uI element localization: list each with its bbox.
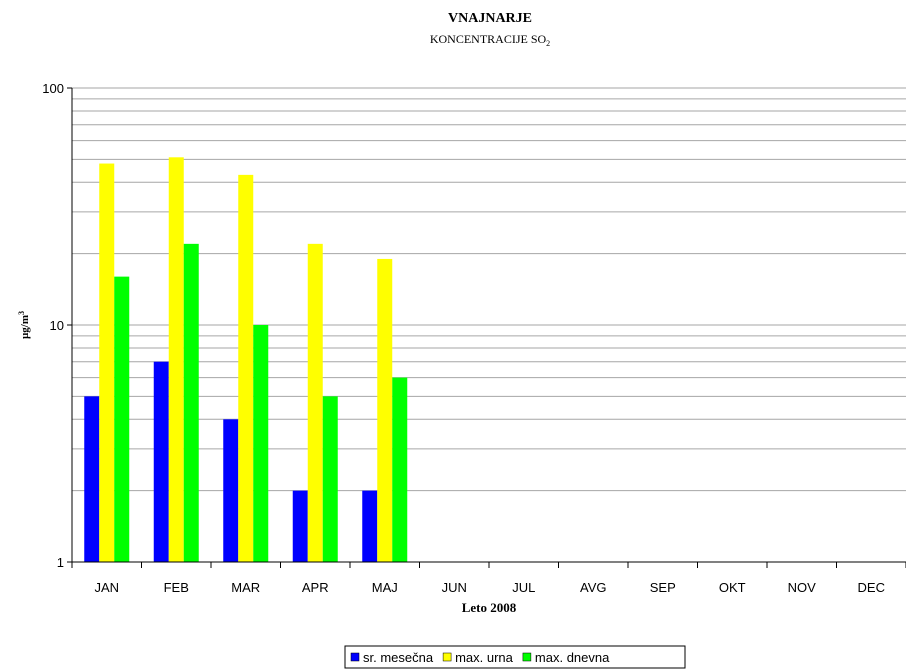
legend-label: sr. mesečna	[363, 650, 434, 665]
plot-area: 1 10 100 JAN FEB MAR APR MAJ JUN JUL AVG SEP OKT NOV…	[42, 81, 906, 595]
x-tick-label: SEP	[650, 580, 676, 595]
bar	[168, 157, 184, 563]
bar	[392, 377, 408, 562]
legend-label: max. dnevna	[535, 650, 610, 665]
x-tick-label: AVG	[580, 580, 607, 595]
bar	[223, 419, 239, 562]
x-tick-label: APR	[302, 580, 329, 595]
x-tick-label: JUN	[442, 580, 467, 595]
x-tick-label: MAJ	[372, 580, 398, 595]
bar	[322, 396, 338, 562]
x-axis-ticks: JAN FEB MAR APR MAJ JUN JUL AVG SEP OKT NOV DEC	[71, 562, 906, 595]
y-tick-label: 10	[50, 318, 64, 333]
bar	[362, 490, 378, 562]
bar	[238, 174, 254, 562]
chart-title: VNAJNARJE	[448, 11, 532, 26]
legend-swatch	[350, 652, 360, 662]
legend-label: max. urna	[455, 650, 514, 665]
bar	[153, 361, 169, 562]
legend-swatch	[442, 652, 452, 662]
bar	[99, 163, 115, 562]
legend: sr. mesečna max. urna max. dnevna	[344, 645, 686, 669]
gridlines	[72, 87, 906, 492]
bars	[84, 157, 408, 563]
x-tick-label: JAN	[94, 580, 119, 595]
x-tick-label: MAR	[231, 580, 260, 595]
y-tick-label: 100	[42, 81, 64, 96]
bar	[307, 243, 323, 562]
bar	[253, 325, 269, 562]
legend-swatch	[522, 652, 532, 662]
x-tick-label: FEB	[164, 580, 189, 595]
x-tick-label: JUL	[512, 580, 535, 595]
bar	[292, 490, 308, 562]
y-axis-label-main: µg/m	[19, 315, 31, 339]
y-axis-ticks: 1 10 100	[42, 81, 72, 570]
chart-subtitle-subscript: 2	[546, 39, 550, 48]
x-tick-label: DEC	[858, 580, 885, 595]
chart-subtitle: KONCENTRACIJE SO2	[430, 32, 550, 48]
chart-subtitle-main: KONCENTRACIJE SO	[430, 32, 547, 46]
x-axis-label: Leto 2008	[462, 600, 517, 615]
y-axis-label: µg/m3	[17, 311, 31, 339]
x-tick-label: OKT	[719, 580, 746, 595]
y-tick-label: 1	[57, 555, 64, 570]
bar	[114, 276, 130, 562]
bar	[183, 243, 199, 562]
bar	[377, 258, 393, 562]
legend-box	[344, 645, 686, 669]
x-tick-label: NOV	[788, 580, 817, 595]
bar	[84, 396, 100, 562]
y-axis-label-superscript: 3	[17, 311, 26, 315]
legend-items: sr. mesečna max. urna max. dnevna	[350, 650, 610, 665]
